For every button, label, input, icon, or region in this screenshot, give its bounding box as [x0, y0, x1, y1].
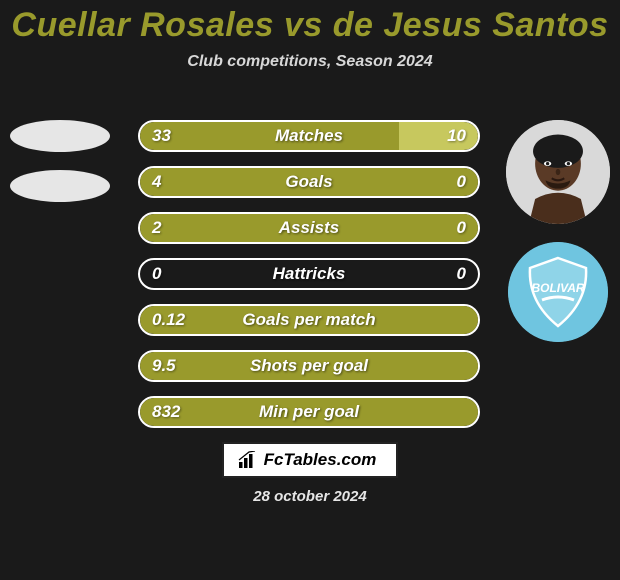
right-badges: BOLIVAR [506, 120, 610, 342]
brand-badge: FcTables.com [222, 442, 399, 478]
left-badges [10, 120, 110, 202]
stat-bars: 3310Matches 40Goals 20Assists 00Hattricks 0.… [138, 120, 480, 428]
club-left-badge-placeholder [10, 170, 110, 202]
comparison-subtitle: Club competitions, Season 2024 [0, 53, 620, 71]
stat-label: Matches [140, 126, 478, 146]
stat-row: 832Min per goal [138, 396, 480, 428]
stat-label: Hattricks [140, 264, 478, 284]
stat-label: Goals per match [140, 310, 478, 330]
stat-row: 9.5Shots per goal [138, 350, 480, 382]
stat-label: Goals [140, 172, 478, 192]
club-right-badge: BOLIVAR [508, 242, 608, 342]
footer: FcTables.com 28 october 2024 [0, 442, 620, 505]
stat-row: 0.12Goals per match [138, 304, 480, 336]
player-right-avatar-icon [506, 120, 610, 224]
header: Cuellar Rosales vs de Jesus Santos Club … [0, 0, 620, 71]
player-left-avatar-placeholder [10, 120, 110, 152]
player-right-avatar [506, 120, 610, 224]
stat-row: 20Assists [138, 212, 480, 244]
stat-row: 3310Matches [138, 120, 480, 152]
svg-text:BOLIVAR: BOLIVAR [531, 281, 584, 295]
comparison-title: Cuellar Rosales vs de Jesus Santos [0, 6, 620, 45]
stat-row: 00Hattricks [138, 258, 480, 290]
stat-label: Shots per goal [140, 356, 478, 376]
stat-label: Min per goal [140, 402, 478, 422]
club-right-shield-icon: BOLIVAR [508, 242, 608, 342]
brand-chart-icon [238, 451, 258, 469]
footer-date: 28 october 2024 [253, 488, 366, 505]
stat-row: 40Goals [138, 166, 480, 198]
stat-label: Assists [140, 218, 478, 238]
brand-text: FcTables.com [264, 450, 377, 470]
